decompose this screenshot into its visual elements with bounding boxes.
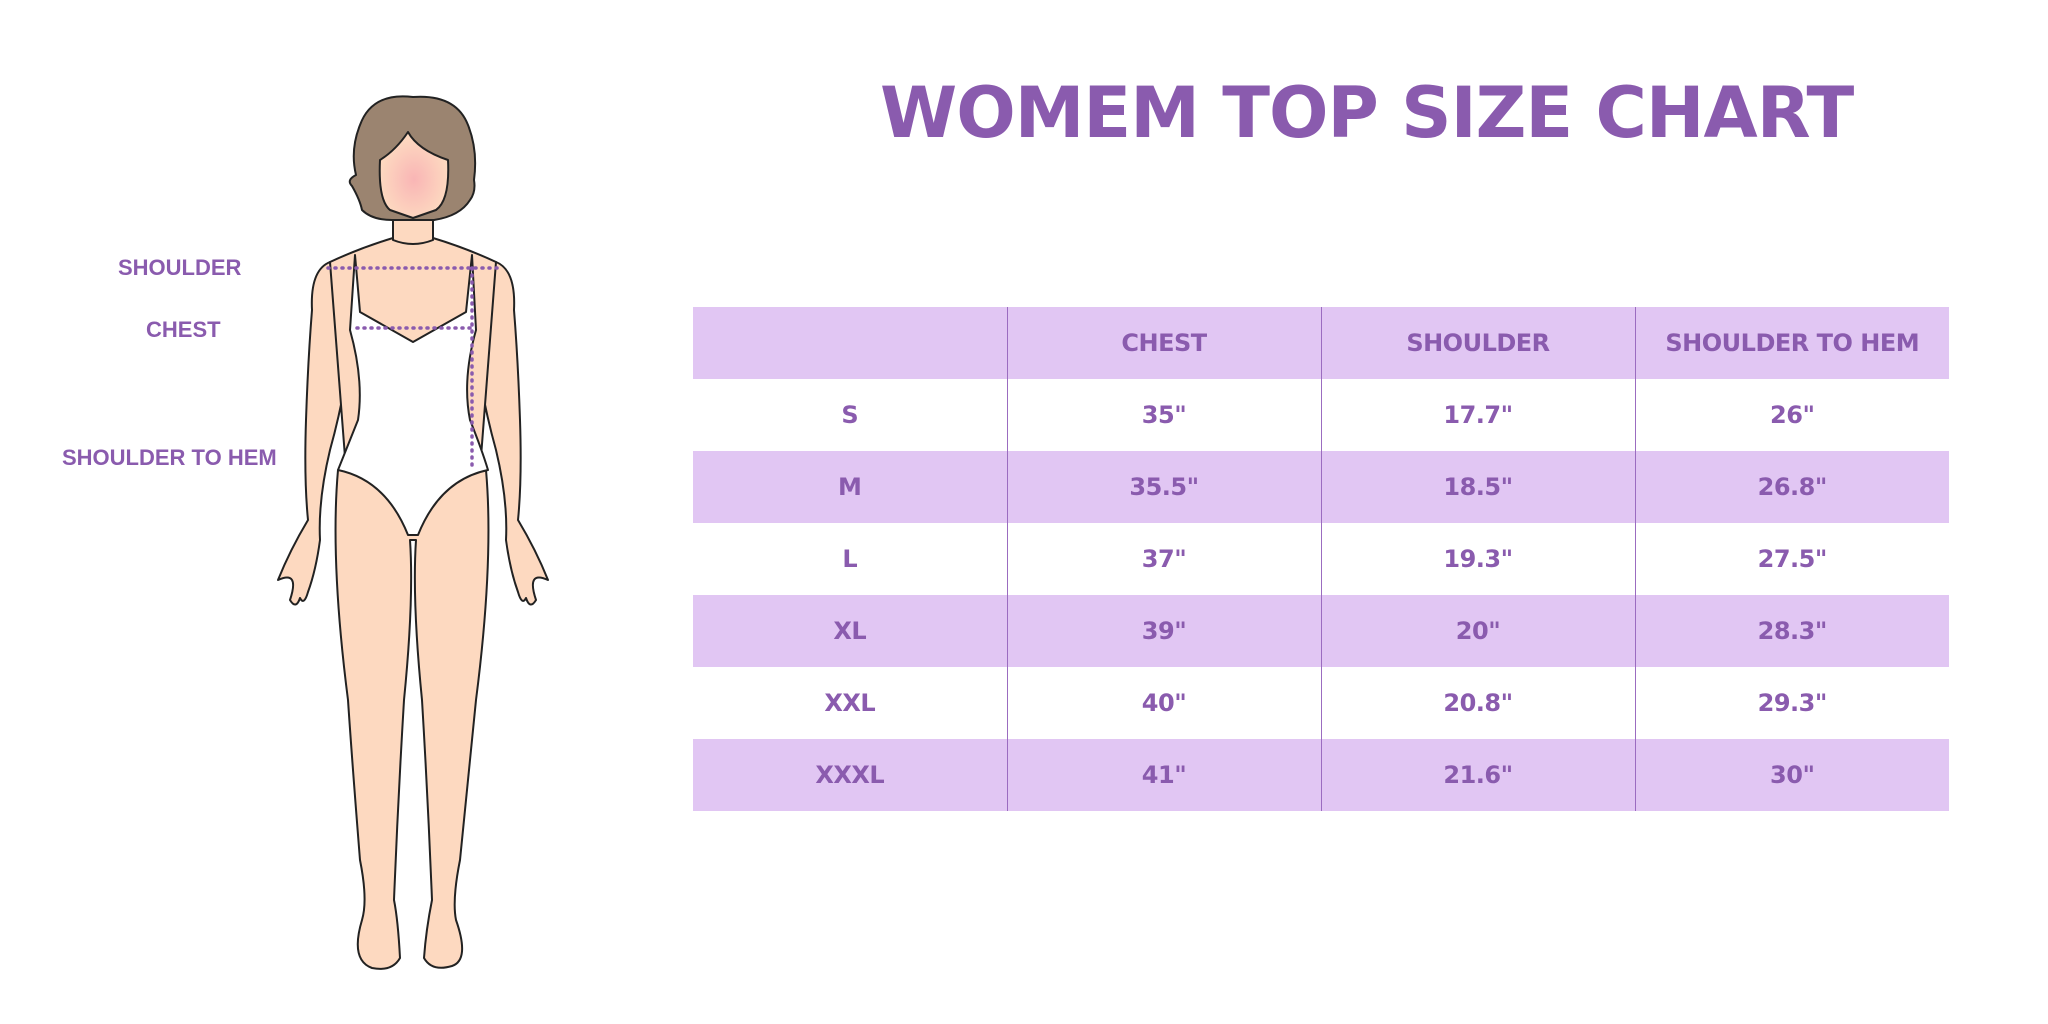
size-cell: XXL bbox=[824, 689, 876, 717]
chest-cell: 40" bbox=[1006, 667, 1321, 739]
chest-cell: 37" bbox=[1006, 523, 1321, 595]
table-row: S 35" 17.7" 26" bbox=[693, 379, 1949, 451]
chest-cell: 35.5" bbox=[1006, 451, 1321, 523]
header-size bbox=[693, 307, 1007, 379]
size-cell: L bbox=[842, 545, 858, 573]
shoulder-to-hem-cell: 30" bbox=[1634, 739, 1949, 811]
shoulder-to-hem-cell: 26.8" bbox=[1634, 451, 1949, 523]
shoulder-to-hem-cell: 26" bbox=[1634, 379, 1949, 451]
table-header-row: CHEST SHOULDER SHOULDER TO HEM bbox=[693, 307, 1949, 379]
shoulder-cell: 21.6" bbox=[1320, 739, 1635, 811]
header-shoulder: SHOULDER bbox=[1320, 307, 1635, 379]
bodysuit bbox=[337, 254, 489, 536]
face bbox=[378, 131, 450, 219]
left-arm bbox=[277, 261, 353, 606]
shoulder-cell: 20.8" bbox=[1320, 667, 1635, 739]
size-cell: M bbox=[693, 451, 1007, 523]
shoulder-to-hem-cell: 28.3" bbox=[1634, 595, 1949, 667]
size-cell: XL bbox=[693, 595, 1007, 667]
right-arm bbox=[473, 261, 549, 606]
table-row: XL 39" 20" 28.3" bbox=[693, 595, 1949, 667]
size-chart-table: CHEST SHOULDER SHOULDER TO HEM S 35" 17.… bbox=[693, 307, 1949, 811]
shoulder-cell: 17.7" bbox=[1320, 379, 1635, 451]
shoulder-cell: 18.5" bbox=[1320, 451, 1635, 523]
table-row: XXL 40" 20.8" 29.3" bbox=[693, 667, 1949, 739]
table-row: L 37" 19.3" 27.5" bbox=[693, 523, 1949, 595]
legs bbox=[334, 469, 490, 970]
header-shoulder-to-hem: SHOULDER TO HEM bbox=[1634, 307, 1949, 379]
chest-cell: 35" bbox=[1006, 379, 1321, 451]
shoulder-to-hem-cell: 27.5" bbox=[1634, 523, 1949, 595]
shoulder-to-hem-label: SHOULDER TO HEM bbox=[62, 445, 277, 470]
header-chest: CHEST bbox=[1006, 307, 1321, 379]
size-cell: S bbox=[841, 401, 859, 429]
table-row: M 35.5" 18.5" 26.8" bbox=[693, 451, 1949, 523]
size-cell: XXXL bbox=[693, 739, 1007, 811]
shoulder-cell: 20" bbox=[1320, 595, 1635, 667]
chest-cell: 41" bbox=[1006, 739, 1321, 811]
shoulder-cell: 19.3" bbox=[1320, 523, 1635, 595]
table-row: XXXL 41" 21.6" 30" bbox=[693, 739, 1949, 811]
shoulder-label: SHOULDER bbox=[118, 255, 242, 280]
page-title: WOMEM TOP SIZE CHART bbox=[880, 72, 1854, 154]
chest-cell: 39" bbox=[1006, 595, 1321, 667]
chest-label: CHEST bbox=[146, 317, 221, 342]
shoulder-to-hem-cell: 29.3" bbox=[1634, 667, 1949, 739]
